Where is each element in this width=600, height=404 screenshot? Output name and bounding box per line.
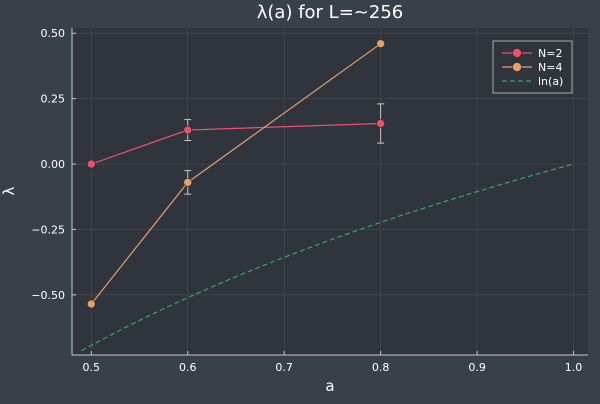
- series-n-4: [86, 39, 385, 309]
- data-point: [86, 299, 96, 309]
- x-tick-label: 0.7: [275, 361, 293, 374]
- y-tick-label: −0.25: [31, 223, 65, 236]
- legend-entry-n4: N=4: [502, 61, 562, 74]
- y-axis-label: λ: [0, 186, 18, 195]
- legend-box: [492, 40, 573, 94]
- y-tick-labels: −0.50 −0.25 0.00 0.25 0.50: [31, 27, 76, 302]
- legend-entry-n2: N=2: [502, 47, 562, 60]
- x-axis-label: a: [325, 377, 334, 395]
- x-tick-label: 0.6: [179, 361, 197, 374]
- legend-entry-ln: ln(a): [502, 75, 563, 88]
- series-line: [81, 163, 574, 352]
- x-tick-labels: 0.5 0.6 0.7 0.8 0.9 1.0: [83, 351, 583, 374]
- y-tick-label: 0.50: [41, 27, 66, 40]
- axes: [71, 28, 588, 356]
- series: [81, 39, 574, 352]
- x-tick-label: 0.8: [372, 361, 390, 374]
- data-point: [376, 119, 385, 128]
- legend-marker-circle: [512, 62, 522, 72]
- y-tick-label: 0.25: [41, 93, 66, 106]
- x-tick-label: 1.0: [565, 361, 583, 374]
- x-tick-label: 0.5: [83, 361, 101, 374]
- data-point: [183, 125, 193, 135]
- series-n-2: [86, 103, 385, 169]
- y-tick-label: −0.50: [31, 289, 65, 302]
- y-tick-label: 0.00: [41, 158, 66, 171]
- legend-label: N=2: [538, 47, 562, 60]
- data-point: [376, 39, 385, 48]
- chart-title: λ(a) for L=~256: [257, 2, 403, 23]
- x-tick-label: 0.9: [468, 361, 486, 374]
- series-ln-a-: [81, 163, 574, 352]
- legend: N=2 N=4 ln(a): [492, 40, 573, 94]
- legend-marker-circle: [512, 48, 522, 58]
- data-point: [86, 159, 96, 169]
- data-point: [183, 178, 193, 187]
- grid: [72, 28, 588, 355]
- legend-label: N=4: [538, 61, 562, 74]
- legend-label: ln(a): [538, 75, 563, 88]
